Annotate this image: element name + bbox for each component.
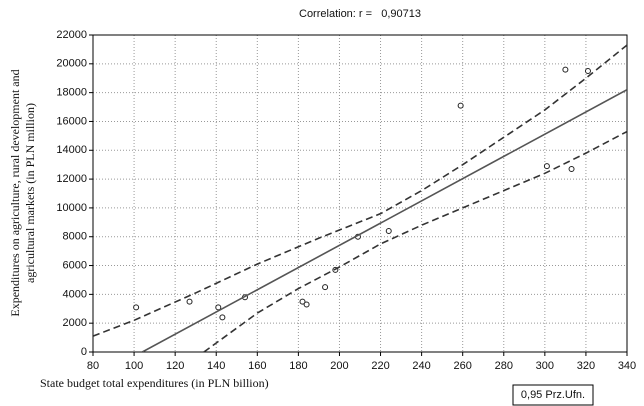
scatter-point <box>457 102 464 109</box>
y-tick-label: 0 <box>81 346 87 358</box>
y-tick-label: 8000 <box>63 231 87 243</box>
chart-title: Correlation: r = 0,90713 <box>299 8 421 20</box>
x-tick-label: 100 <box>125 360 143 372</box>
scatter-point <box>133 304 140 311</box>
confidence-band <box>93 44 627 337</box>
legend-box <box>512 384 594 406</box>
y-axis-label: Expenditures on agriculture, rural devel… <box>8 69 22 316</box>
x-tick-label: 320 <box>577 360 595 372</box>
scatter-point <box>299 298 306 305</box>
scatter-point <box>215 304 222 311</box>
x-tick-label: 300 <box>536 360 554 372</box>
y-tick-label: 6000 <box>63 259 87 271</box>
legend-label: 0,95 Prz.Ufn. <box>521 389 585 401</box>
y-tick-label: 14000 <box>56 144 87 156</box>
x-tick-label: 260 <box>454 360 472 372</box>
scatter-point <box>219 314 226 321</box>
x-tick-label: 280 <box>495 360 513 372</box>
y-tick-label: 20000 <box>56 58 87 70</box>
y-tick-label: 2000 <box>63 317 87 329</box>
y-tick-label: 4000 <box>63 288 87 300</box>
scatter-point <box>385 227 392 234</box>
scatter-point <box>186 298 193 305</box>
y-tick-label: 10000 <box>56 202 87 214</box>
y-tick-label: 16000 <box>56 115 87 127</box>
scatter-point <box>568 166 575 173</box>
x-tick-label: 220 <box>371 360 389 372</box>
x-tick-label: 140 <box>207 360 225 372</box>
x-tick-label: 180 <box>289 360 307 372</box>
y-axis-label: agricultural markets (in PLN million) <box>23 103 37 283</box>
scatter-point <box>584 68 591 75</box>
x-tick-label: 120 <box>166 360 184 372</box>
x-tick-label: 200 <box>330 360 348 372</box>
y-tick-label: 12000 <box>56 173 87 185</box>
x-tick-label: 240 <box>412 360 430 372</box>
scatter-point <box>543 163 550 170</box>
x-axis-label: State budget total expenditures (in PLN … <box>40 376 269 390</box>
x-tick-label: 80 <box>87 360 99 372</box>
plot-area <box>93 35 627 352</box>
confidence-band <box>203 130 627 352</box>
y-tick-label: 18000 <box>56 87 87 99</box>
x-tick-label: 340 <box>618 360 636 372</box>
regression-line <box>141 89 627 352</box>
scatter-point <box>562 66 569 73</box>
y-tick-label: 22000 <box>56 29 87 41</box>
scatter-point <box>322 284 329 291</box>
scatter-point <box>303 301 310 308</box>
plot-frame <box>92 34 628 353</box>
x-tick-label: 160 <box>248 360 266 372</box>
